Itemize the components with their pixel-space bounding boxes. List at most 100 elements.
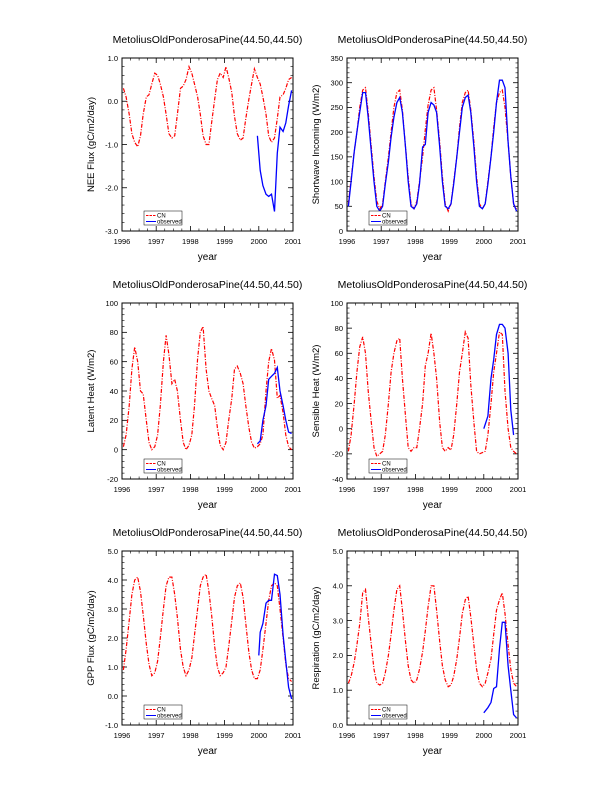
x-tick-label: 1997 — [373, 237, 390, 246]
x-tick-label: 1999 — [216, 485, 233, 494]
y-tick-label: 0.0 — [108, 692, 118, 701]
series-line-observed — [347, 79, 518, 213]
x-tick-label: 1998 — [182, 731, 199, 740]
y-tick-label: 5.0 — [108, 547, 118, 556]
y-tick-label: 100 — [330, 299, 343, 308]
x-tick-label: 1998 — [407, 237, 424, 246]
y-tick-label: 0.0 — [108, 97, 118, 106]
chart-title: MetoliusOldPonderosaPine(44.50,44.50) — [113, 279, 303, 291]
y-tick-label: 0 — [114, 445, 118, 454]
y-tick-label: 250 — [330, 103, 343, 112]
chart-panel-6: MetoliusOldPonderosaPine(44.50,44.50) 199… — [311, 527, 527, 757]
y-tick-label: 20 — [335, 399, 343, 408]
y-tick-label: 50 — [335, 202, 343, 211]
x-tick-label: 1999 — [441, 237, 458, 246]
y-tick-label: 3.0 — [108, 605, 118, 614]
y-axis-label: GPP Flux (gC/m2/day) — [86, 590, 97, 685]
x-tick-label: 2000 — [250, 485, 267, 494]
x-axis-label: year — [423, 500, 443, 511]
x-tick-label: 1999 — [441, 485, 458, 494]
x-tick-label: 1998 — [407, 731, 424, 740]
legend-label: observed — [157, 220, 182, 226]
y-tick-label: 2.0 — [333, 651, 343, 660]
legend-label: CN — [382, 462, 391, 468]
x-tick-label: 1997 — [373, 485, 390, 494]
y-tick-label: 80 — [335, 324, 343, 333]
legend-label: CN — [157, 462, 166, 468]
x-tick-label: 2001 — [510, 237, 527, 246]
x-tick-label: 1996 — [339, 731, 356, 740]
y-tick-label: 40 — [110, 387, 118, 396]
series-line-observed — [483, 323, 515, 436]
y-tick-label: 60 — [335, 349, 343, 358]
x-axis-label: year — [423, 252, 443, 263]
y-tick-label: -40 — [332, 475, 343, 484]
series-line-CN — [122, 64, 292, 149]
y-tick-label: 80 — [110, 328, 118, 337]
y-tick-label: -3.0 — [105, 227, 118, 236]
y-tick-label: 5.0 — [333, 547, 343, 556]
y-axis-label: NEE Flux (gC/m2/day) — [86, 97, 97, 192]
x-tick-label: 1997 — [148, 731, 165, 740]
x-tick-label: 1996 — [114, 237, 131, 246]
y-tick-label: 0.0 — [333, 721, 343, 730]
chart-panel-5: MetoliusOldPonderosaPine(44.50,44.50) 199… — [86, 527, 302, 757]
x-tick-label: 1999 — [216, 731, 233, 740]
y-tick-label: 60 — [110, 357, 118, 366]
x-tick-label: 2001 — [285, 731, 302, 740]
chart-panel-4: MetoliusOldPonderosaPine(44.50,44.50) 199… — [311, 279, 527, 511]
x-tick-label: 2000 — [250, 237, 267, 246]
x-axis-label: year — [198, 500, 218, 511]
y-tick-label: 2.0 — [108, 634, 118, 643]
series-line-CN — [122, 324, 293, 451]
y-tick-label: 1.0 — [333, 686, 343, 695]
y-tick-label: -2.0 — [105, 184, 118, 193]
y-tick-label: 150 — [330, 153, 343, 162]
x-axis-label: year — [198, 252, 218, 263]
chart-title: MetoliusOldPonderosaPine(44.50,44.50) — [338, 34, 528, 46]
y-axis-label: Latent Heat (W/m2) — [86, 350, 97, 433]
x-tick-label: 1998 — [182, 485, 199, 494]
y-tick-label: 1.0 — [108, 54, 118, 63]
legend-label: observed — [382, 714, 407, 720]
chart-panel-2: MetoliusOldPonderosaPine(44.50,44.50) 199… — [311, 34, 527, 263]
x-tick-label: 1996 — [114, 485, 131, 494]
chart-panel-3: MetoliusOldPonderosaPine(44.50,44.50) 199… — [86, 279, 302, 511]
series-line-observed — [256, 90, 293, 212]
legend-label: CN — [157, 708, 166, 714]
y-tick-label: 350 — [330, 54, 343, 63]
y-tick-label: 40 — [335, 374, 343, 383]
x-tick-label: 1996 — [339, 237, 356, 246]
chart-title: MetoliusOldPonderosaPine(44.50,44.50) — [338, 279, 528, 291]
y-tick-label: 100 — [105, 299, 118, 308]
x-tick-label: 1996 — [339, 485, 356, 494]
x-tick-label: 1997 — [373, 731, 390, 740]
legend-label: observed — [157, 468, 182, 474]
x-tick-label: 2000 — [475, 485, 492, 494]
legend-label: observed — [382, 468, 407, 474]
plot-frame — [346, 550, 519, 726]
x-tick-label: 2001 — [510, 485, 527, 494]
x-tick-label: 1999 — [441, 731, 458, 740]
y-tick-label: 0 — [339, 425, 343, 434]
y-axis-label: Sensible Heat (W/m2) — [311, 345, 322, 438]
x-axis-label: year — [423, 746, 443, 757]
legend-label: CN — [157, 214, 166, 220]
y-tick-label: 4.0 — [333, 582, 343, 591]
chart-title: MetoliusOldPonderosaPine(44.50,44.50) — [338, 527, 528, 539]
y-tick-label: 3.0 — [333, 616, 343, 625]
series-line-CN — [122, 572, 293, 682]
plot-frame — [121, 550, 294, 726]
y-tick-label: 20 — [110, 416, 118, 425]
y-tick-label: 1.0 — [108, 663, 118, 672]
x-tick-label: 2001 — [285, 485, 302, 494]
x-tick-label: 2001 — [510, 731, 527, 740]
series-line-observed — [483, 621, 518, 719]
y-tick-label: -1.0 — [105, 140, 118, 149]
x-tick-label: 1997 — [148, 237, 165, 246]
x-tick-label: 1998 — [407, 485, 424, 494]
x-tick-label: 1996 — [114, 731, 131, 740]
series-line-observed — [258, 573, 293, 700]
legend-label: CN — [382, 708, 391, 714]
